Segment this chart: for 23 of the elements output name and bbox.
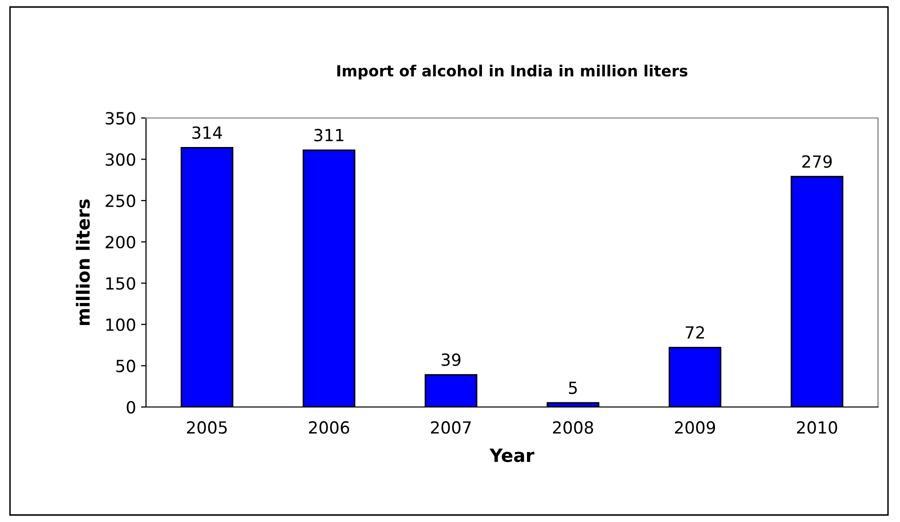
data-label: 314 <box>192 126 222 139</box>
x-tick-label: 2007 <box>431 421 471 434</box>
y-tick-label: 150 <box>106 277 136 290</box>
data-label: 5 <box>568 382 577 394</box>
x-tick-label: 2006 <box>309 421 350 434</box>
data-label: 311 <box>314 128 344 142</box>
data-label: 72 <box>686 326 704 339</box>
x-tick-label: 2008 <box>553 421 594 434</box>
y-tick-label: 50 <box>116 360 136 372</box>
x-axis-title: Year <box>489 448 534 462</box>
x-tick-label: 2009 <box>675 421 716 434</box>
x-tick-label: 2010 <box>797 421 838 434</box>
y-tick-label: 250 <box>106 194 136 208</box>
data-label: 39 <box>442 353 460 366</box>
y-tick-label: 200 <box>106 236 136 248</box>
y-tick-label: 350 <box>106 112 136 125</box>
x-tick-label: 2005 <box>187 421 227 434</box>
y-tick-label: 0 <box>126 400 136 414</box>
data-label: 279 <box>802 155 832 168</box>
y-tick-label: 300 <box>106 153 136 166</box>
chart-title: Import of alcohol in India in million liters <box>337 64 688 80</box>
y-tick-label: 100 <box>106 318 136 331</box>
y-axis-title: million liters <box>76 199 90 326</box>
